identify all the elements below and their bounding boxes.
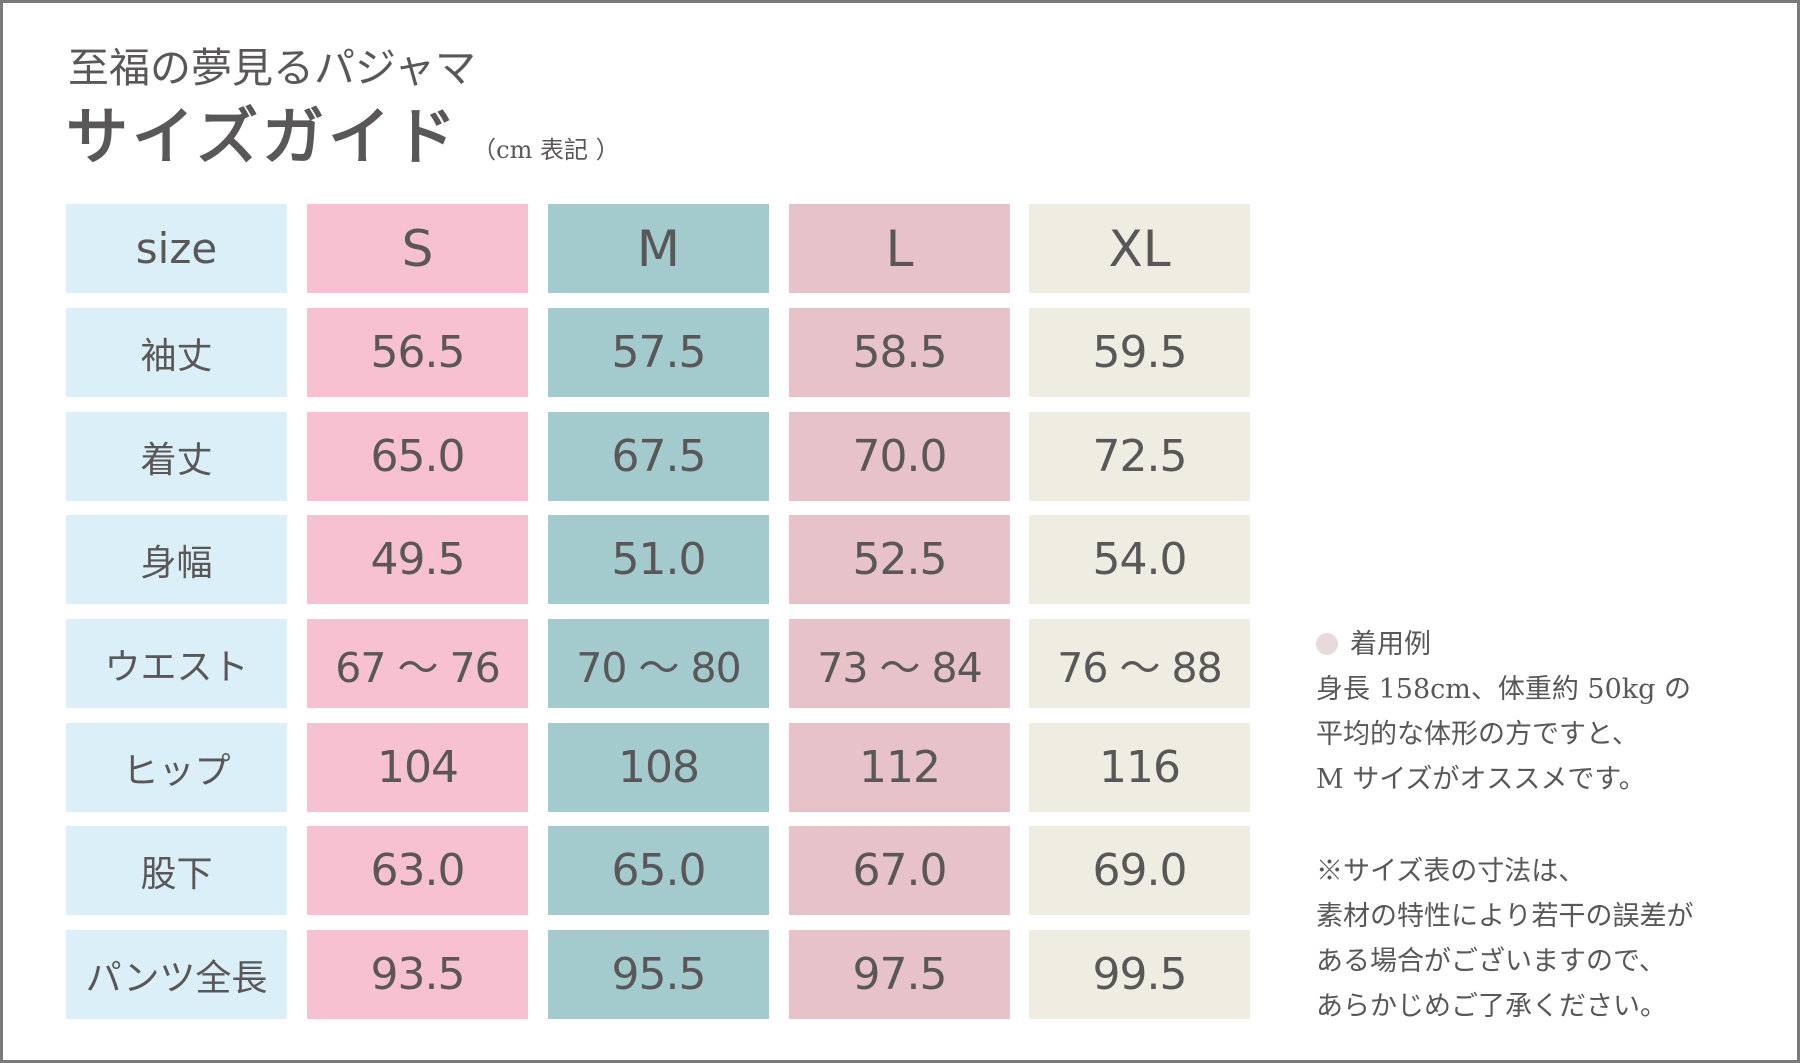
row-label-waist: ウエスト bbox=[66, 619, 287, 708]
example-line: 身長 158cm、体重約 50kg の bbox=[1316, 674, 1692, 705]
value-cell: 104 bbox=[307, 723, 528, 812]
size-header-l: L bbox=[789, 204, 1010, 293]
value-cell: 112 bbox=[789, 723, 1010, 812]
value-cell: 70.0 bbox=[789, 412, 1010, 501]
example-line: 平均的な体形の方ですと、 bbox=[1316, 719, 1639, 750]
size-header-xl: XL bbox=[1029, 204, 1250, 293]
spacer bbox=[1316, 802, 1776, 849]
value-cell: 73 ～ 84 bbox=[789, 619, 1010, 708]
value-cell: 54.0 bbox=[1029, 515, 1250, 604]
value-cell: 97.5 bbox=[789, 930, 1010, 1019]
example-line: M サイズがオススメです。 bbox=[1316, 764, 1646, 795]
value-cell: 99.5 bbox=[1029, 930, 1250, 1019]
row-label-pants-length: パンツ全長 bbox=[66, 930, 287, 1019]
value-cell: 51.0 bbox=[548, 515, 769, 604]
value-cell: 95.5 bbox=[548, 930, 769, 1019]
disclaimer-line: ※サイズ表の寸法は、 bbox=[1316, 856, 1586, 887]
value-cell: 58.5 bbox=[789, 308, 1010, 397]
size-header-label: size bbox=[66, 204, 287, 293]
value-cell: 67.5 bbox=[548, 412, 769, 501]
example-heading: 着用例 bbox=[1350, 629, 1431, 660]
value-cell: 65.0 bbox=[307, 412, 528, 501]
size-header-s: S bbox=[307, 204, 528, 293]
disclaimer-line: あらかじめご了承ください。 bbox=[1316, 991, 1667, 1022]
value-cell: 57.5 bbox=[548, 308, 769, 397]
value-cell: 108 bbox=[548, 723, 769, 812]
value-cell: 76 ～ 88 bbox=[1029, 619, 1250, 708]
page-title: サイズガイド bbox=[66, 100, 461, 173]
row-label-sleeve: 袖丈 bbox=[66, 308, 287, 397]
value-cell: 70 ～ 80 bbox=[548, 619, 769, 708]
row-label-inseam: 股下 bbox=[66, 826, 287, 915]
value-cell: 67 ～ 76 bbox=[307, 619, 528, 708]
value-cell: 116 bbox=[1029, 723, 1250, 812]
value-cell: 69.0 bbox=[1029, 826, 1250, 915]
value-cell: 67.0 bbox=[789, 826, 1010, 915]
unit-note: （cm 表記 ） bbox=[472, 136, 620, 164]
value-cell: 52.5 bbox=[789, 515, 1010, 604]
value-cell: 93.5 bbox=[307, 930, 528, 1019]
row-label-body-width: 身幅 bbox=[66, 515, 287, 604]
disclaimer-line: 素材の特性により若干の誤差が bbox=[1316, 901, 1694, 932]
title-row: サイズガイド （cm 表記 ） bbox=[66, 100, 620, 174]
disclaimer-line: ある場合がございますので、 bbox=[1316, 946, 1666, 977]
row-label-hip: ヒップ bbox=[66, 723, 287, 812]
size-header-m: M bbox=[548, 204, 769, 293]
value-cell: 63.0 bbox=[307, 826, 528, 915]
bullet-dot-icon bbox=[1316, 633, 1338, 655]
notes-block: 着用例 身長 158cm、体重約 50kg の 平均的な体形の方ですと、 M サ… bbox=[1316, 622, 1776, 1029]
product-name: 至福の夢見るパジャマ bbox=[68, 44, 476, 92]
value-cell: 59.5 bbox=[1029, 308, 1250, 397]
example-heading-line: 着用例 bbox=[1316, 622, 1776, 667]
value-cell: 49.5 bbox=[307, 515, 528, 604]
row-label-length: 着丈 bbox=[66, 412, 287, 501]
value-cell: 65.0 bbox=[548, 826, 769, 915]
value-cell: 72.5 bbox=[1029, 412, 1250, 501]
value-cell: 56.5 bbox=[307, 308, 528, 397]
